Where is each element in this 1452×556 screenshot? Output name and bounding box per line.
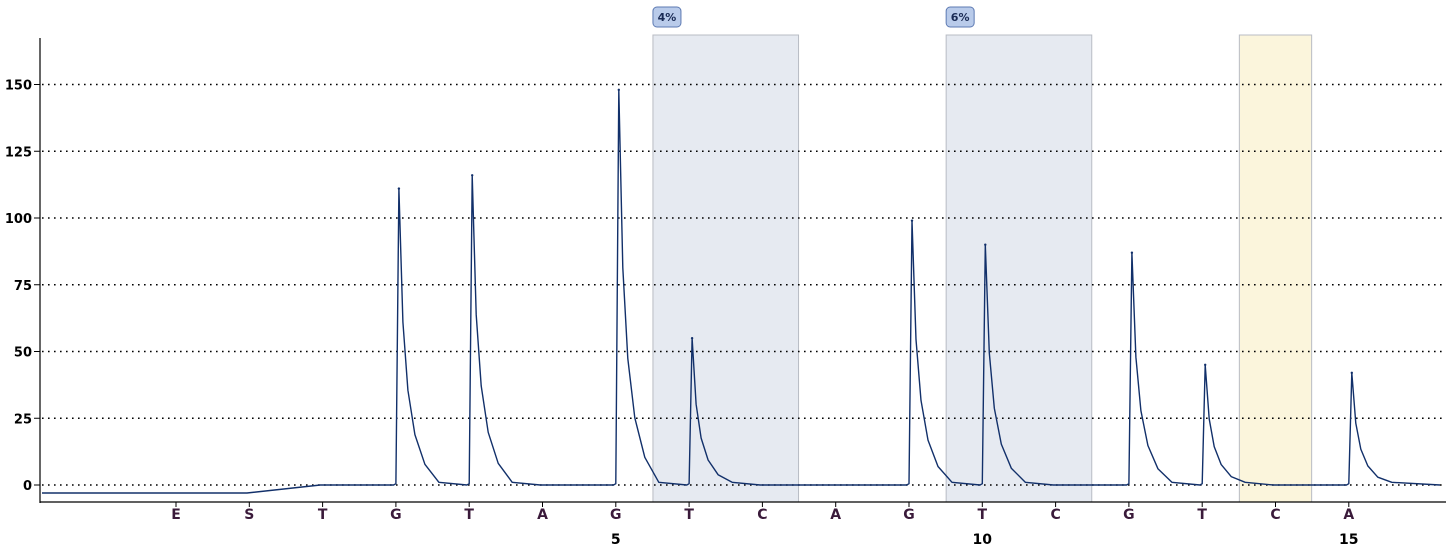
dispensation-label-6: G xyxy=(610,507,622,523)
position-label-5: 5 xyxy=(611,532,621,548)
dispensation-label-2: T xyxy=(318,507,328,523)
peak-3 xyxy=(397,187,401,190)
dispensation-label-10: G xyxy=(903,507,915,523)
dispensation-label-14: T xyxy=(1197,507,1207,523)
y-tick-label-50: 50 xyxy=(14,346,32,361)
y-tick-label-25: 25 xyxy=(14,412,32,427)
dispensation-label-15: C xyxy=(1270,507,1280,523)
dispensation-label-1: S xyxy=(244,507,254,523)
peak-10 xyxy=(910,219,914,222)
dispensation-label-0: E xyxy=(171,507,181,523)
y-tick-label-150: 150 xyxy=(5,79,32,94)
dispensation-label-9: A xyxy=(830,507,841,523)
highlight-region-1 xyxy=(945,34,1093,503)
dispensation-label-13: G xyxy=(1123,507,1135,523)
y-tick-label-75: 75 xyxy=(14,279,32,294)
position-label-15: 15 xyxy=(1339,532,1358,548)
badge-label-1: 6% xyxy=(951,11,970,24)
peak-11 xyxy=(984,243,987,246)
peak-7 xyxy=(690,336,694,340)
dispensation-label-11: T xyxy=(978,507,988,523)
badge-box-1 xyxy=(945,6,975,28)
dispensation-label-4: T xyxy=(464,507,474,523)
peak-14 xyxy=(1204,363,1207,367)
y-tick-label-100: 100 xyxy=(5,212,32,227)
peak-13 xyxy=(1130,251,1134,254)
y-tick-label-0: 0 xyxy=(23,479,32,494)
peak-4 xyxy=(471,174,474,177)
y-tick-label-125: 125 xyxy=(5,145,32,160)
dispensation-label-3: G xyxy=(390,507,402,523)
highlight-region-0 xyxy=(652,34,800,503)
dispensation-label-7: T xyxy=(684,507,694,523)
dispensation-label-12: C xyxy=(1050,507,1060,523)
highlight-region-2 xyxy=(1238,34,1313,503)
peak-6 xyxy=(617,88,620,92)
dispensation-label-8: C xyxy=(757,507,767,523)
badge-label-0: 4% xyxy=(658,11,677,24)
badge-box-0 xyxy=(652,6,682,28)
dispensation-label-16: A xyxy=(1343,507,1354,523)
dispensation-label-5: A xyxy=(537,507,548,523)
position-label-10: 10 xyxy=(973,532,993,548)
peak-16 xyxy=(1350,371,1354,375)
